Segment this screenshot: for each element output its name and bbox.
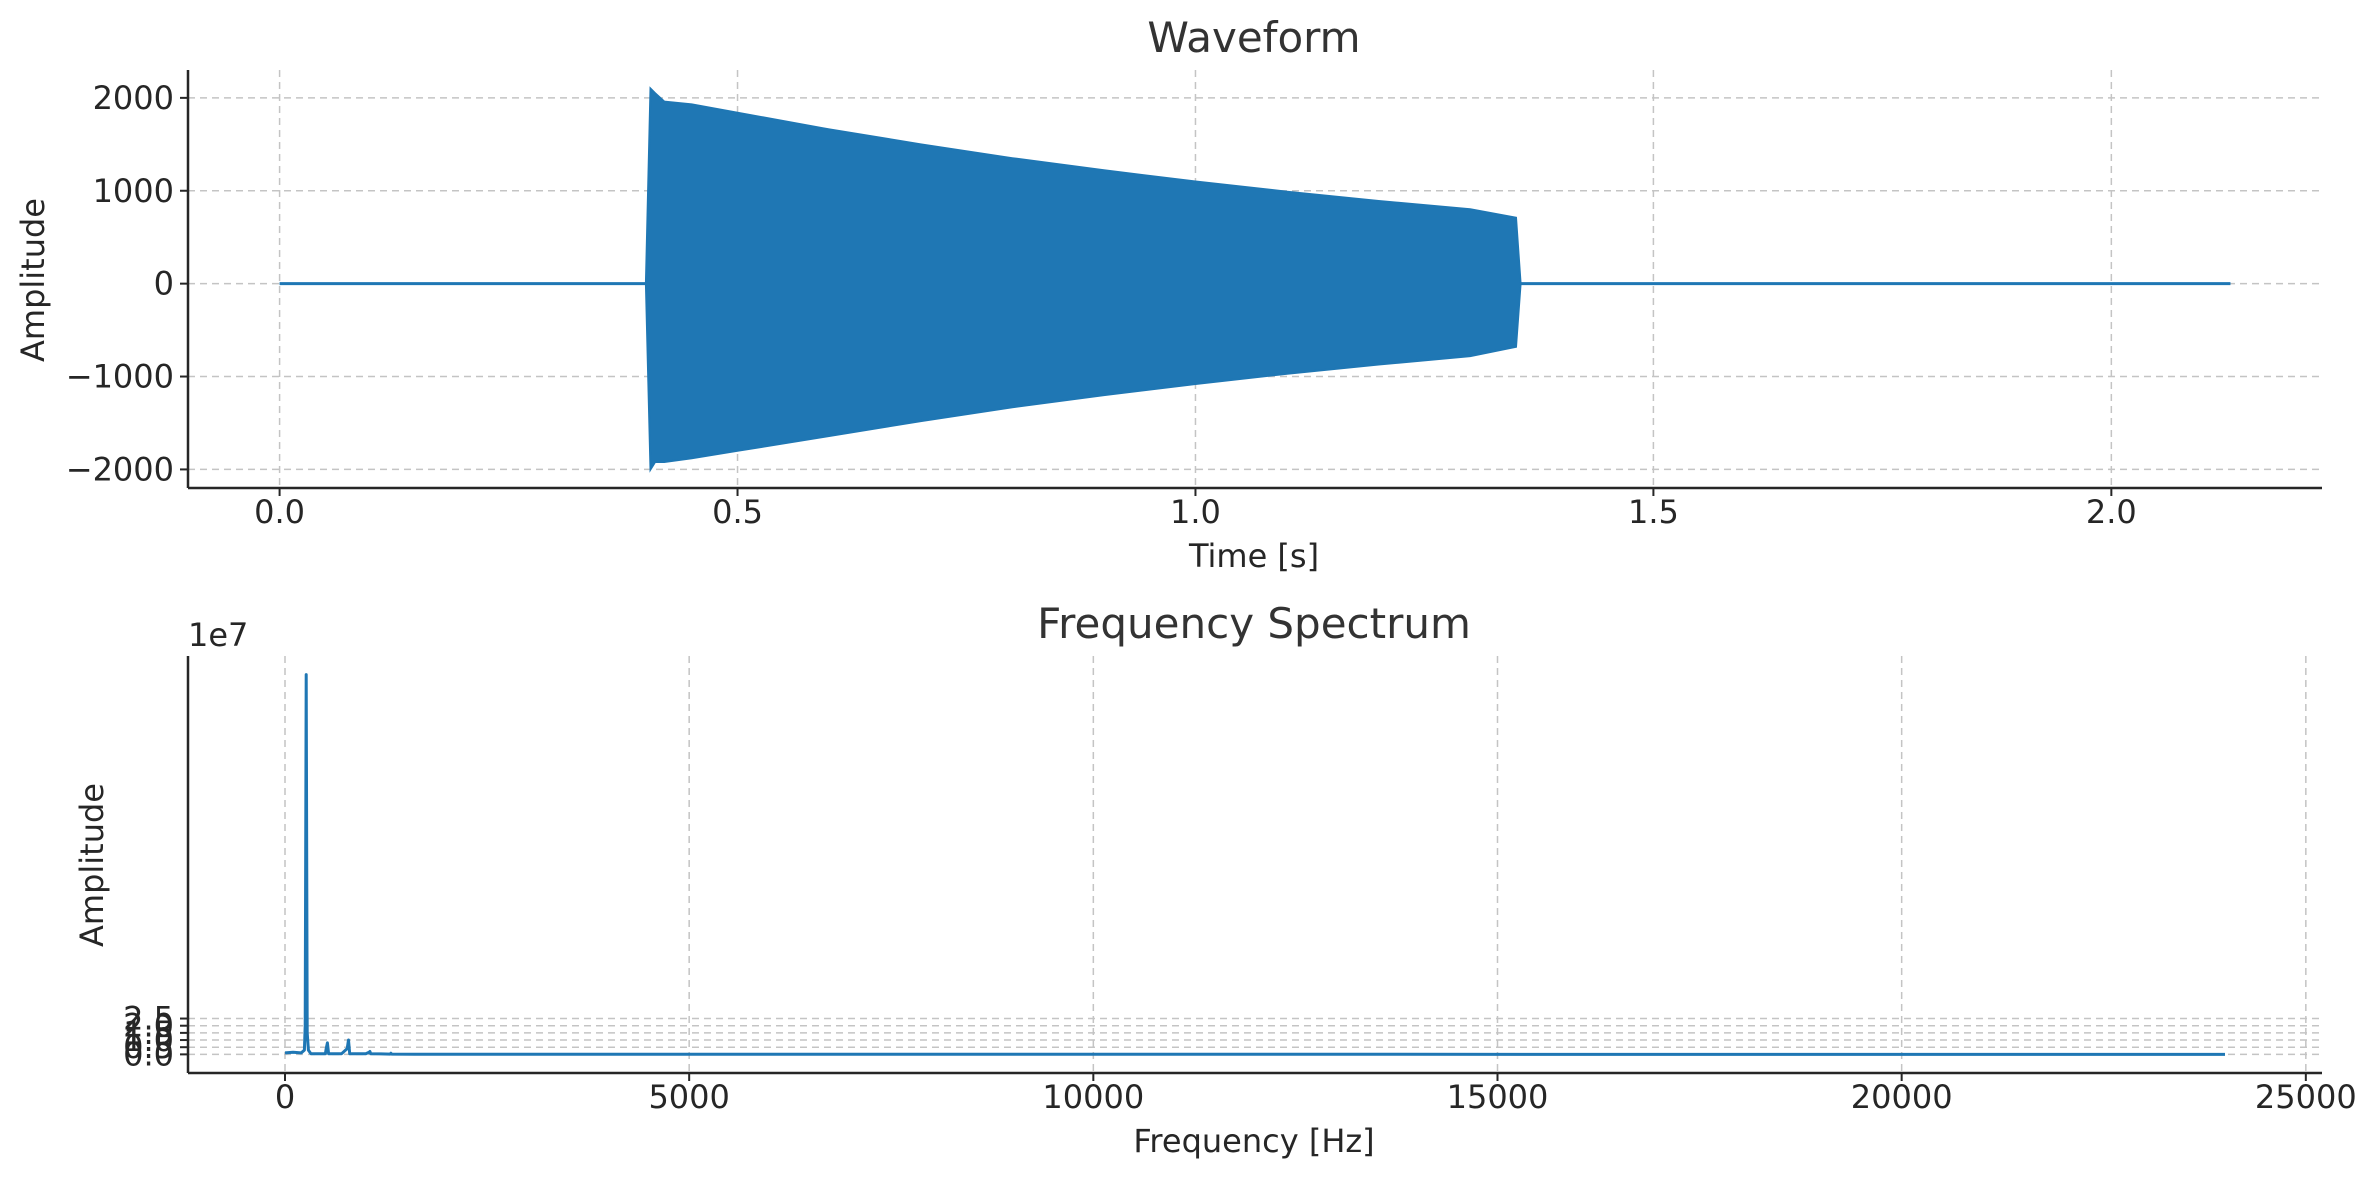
- spectrum-marks: [284, 673, 2226, 1056]
- waveform-ticks: 0.0 0.5 1.0 1.5 2.0 2000 1000 0 −1000 −2000: [66, 79, 2137, 531]
- waveform-x-tick-label: 1.5: [1628, 493, 1679, 531]
- spectrum-x-tick-label: 5000: [648, 1078, 729, 1116]
- spectrum-y-tick-label: 2.0: [123, 1007, 174, 1045]
- waveform-x-tick-label: 2.0: [2086, 493, 2137, 531]
- waveform-y-tick-label: 0: [154, 265, 174, 303]
- waveform-y-tick-label: 1000: [93, 172, 174, 210]
- spectrum-x-axis-label: Frequency [Hz]: [1133, 1122, 1374, 1160]
- waveform-x-tick-label: 0.5: [712, 493, 763, 531]
- waveform-signal-envelope: [279, 86, 2231, 473]
- waveform-y-axis-label: Amplitude: [14, 198, 52, 362]
- spectrum-y-tick-label: 1.0: [123, 1021, 174, 1059]
- spectrum-series-line: [284, 673, 2226, 1056]
- waveform-y-tick-label: −2000: [66, 450, 174, 488]
- spectrum-title: Frequency Spectrum: [1037, 599, 1471, 648]
- spectrum-x-tick-label: 25000: [2255, 1078, 2357, 1116]
- spectrum-x-tick-label: 10000: [1042, 1078, 1144, 1116]
- spectrum-y-offset-label: 1e7: [188, 616, 248, 654]
- spectrum-panel: Frequency Spectrum 1e7 0 5000 10000 15000 20…: [73, 599, 2357, 1160]
- waveform-x-axis-label: Time [s]: [1188, 537, 1319, 575]
- waveform-x-tick-label: 0.0: [254, 493, 305, 531]
- waveform-marks: [279, 86, 2231, 473]
- spectrum-y-tick-label: 1.5: [123, 1014, 174, 1052]
- spectrum-grid: [188, 656, 2322, 1073]
- spectrum-y-axis-label: Amplitude: [73, 783, 111, 947]
- spectrum-x-tick-label: 20000: [1851, 1078, 1953, 1116]
- spectrum-y-tick-label: 2.5: [123, 1000, 174, 1038]
- spectrum-ticks: 0 5000 10000 15000 20000 25000 0.00.51.01.52.0…: [123, 1000, 2357, 1116]
- spectrum-y-tick-label: 0.5: [123, 1028, 174, 1066]
- spectrum-x-tick-label: 0: [275, 1078, 295, 1116]
- waveform-y-tick-label: −1000: [66, 358, 174, 396]
- spectrum-x-tick-label: 15000: [1447, 1078, 1549, 1116]
- waveform-x-tick-label: 1.0: [1170, 493, 1221, 531]
- spectrum-y-tick-label: 0.0: [123, 1035, 174, 1073]
- waveform-panel: Waveform 0.0 0.5 1.0 1.5 2.0 2000 1000 0 −1000 −2…: [14, 13, 2322, 575]
- waveform-title: Waveform: [1147, 13, 1360, 62]
- waveform-y-tick-label: 2000: [93, 79, 174, 117]
